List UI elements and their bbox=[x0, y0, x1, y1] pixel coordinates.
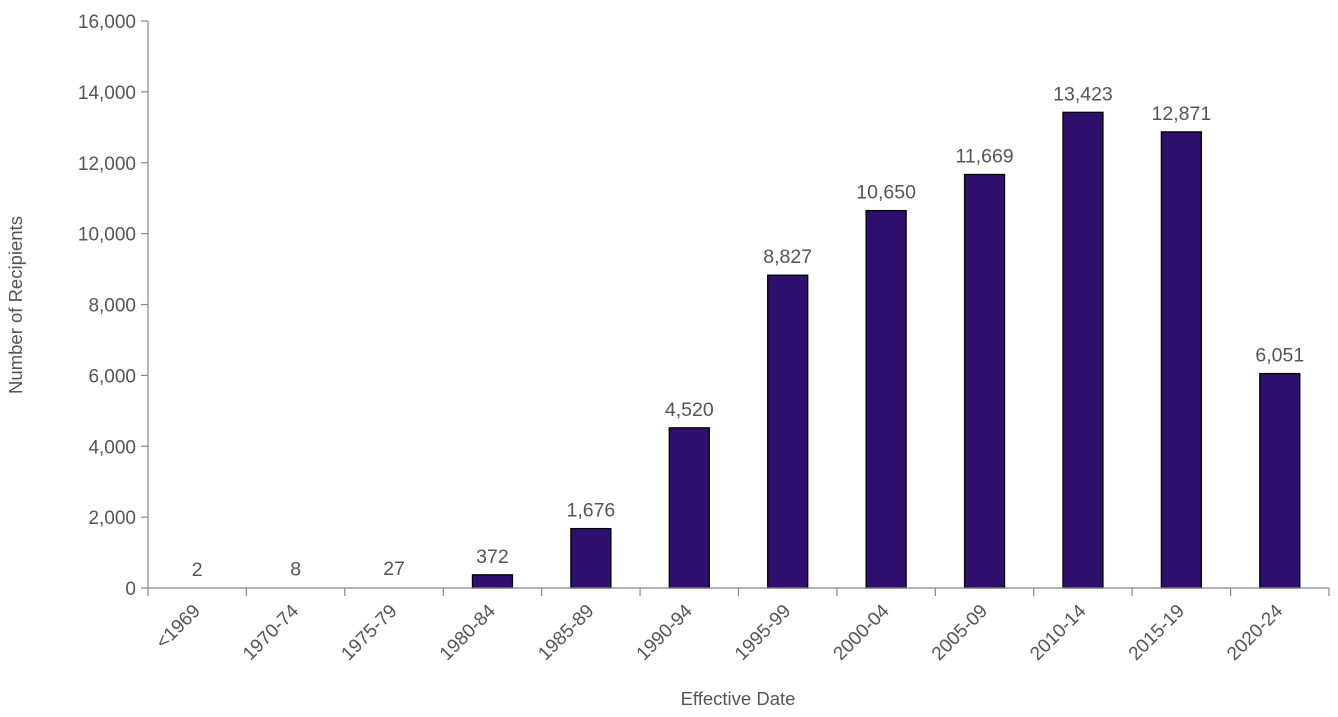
x-tick-label: 1975-79 bbox=[337, 601, 401, 665]
data-label: 4,520 bbox=[665, 399, 714, 421]
bar bbox=[570, 527, 612, 589]
x-axis: <1969 1970-74 1975-79 1980-84 1985-89 1990-94… bbox=[147, 587, 1330, 665]
x-tick-label: 1985-89 bbox=[534, 601, 598, 665]
x-axis-title: Effective Date bbox=[681, 688, 796, 709]
data-label: 8 bbox=[290, 559, 301, 581]
bar bbox=[668, 427, 710, 589]
x-tick-label: 2000-04 bbox=[830, 600, 894, 664]
data-label: 372 bbox=[476, 546, 509, 568]
y-tick-label: 10,000 bbox=[78, 225, 136, 246]
bars bbox=[471, 111, 1301, 589]
x-tick-label: 1980-84 bbox=[436, 600, 500, 664]
x-tick-label: 2005-09 bbox=[928, 601, 992, 665]
bar bbox=[963, 173, 1006, 589]
y-tick-label: 0 bbox=[125, 579, 136, 600]
y-tick-label: 14,000 bbox=[78, 83, 136, 104]
bar bbox=[1259, 372, 1301, 589]
x-tick-label: 2010-14 bbox=[1026, 600, 1090, 664]
y-tick-label: 8,000 bbox=[88, 296, 136, 317]
data-label: 11,669 bbox=[955, 145, 1013, 167]
data-label: 2 bbox=[192, 559, 203, 581]
bar bbox=[471, 574, 514, 589]
y-tick-label: 2,000 bbox=[88, 508, 136, 529]
bar bbox=[865, 209, 907, 589]
data-label: 1,676 bbox=[566, 500, 615, 522]
y-axis-title: Number of Recipients bbox=[5, 216, 26, 394]
bar bbox=[1160, 131, 1203, 589]
x-tick-label: 1970-74 bbox=[239, 600, 303, 664]
data-label: 6,051 bbox=[1255, 345, 1304, 367]
data-label: 13,423 bbox=[1053, 83, 1113, 105]
x-tick-label: <1969 bbox=[152, 601, 205, 654]
data-label: 10,650 bbox=[856, 182, 916, 204]
bar bbox=[767, 274, 809, 589]
y-tick-label: 6,000 bbox=[88, 366, 136, 387]
x-tick-label: 2020-24 bbox=[1223, 600, 1287, 664]
data-label: 12,871 bbox=[1152, 103, 1212, 125]
y-tick-label: 4,000 bbox=[88, 437, 136, 458]
x-tick-label: 1995-99 bbox=[731, 601, 795, 665]
x-tick-label: 1990-94 bbox=[633, 600, 697, 664]
data-label: 27 bbox=[383, 558, 405, 580]
x-tick-label: 2015-19 bbox=[1125, 601, 1189, 665]
y-axis: 0 2,000 4,000 6,000 8,000 10,000 12,000 14,000 1… bbox=[78, 12, 149, 600]
y-tick-label: 16,000 bbox=[78, 12, 136, 33]
data-labels: 2 8 27 372 1,676 4,520 8,827 10,650 11,669 13,423… bbox=[192, 83, 1304, 581]
y-tick-label: 12,000 bbox=[78, 154, 136, 175]
data-label: 8,827 bbox=[763, 246, 812, 268]
bar bbox=[1062, 111, 1104, 589]
